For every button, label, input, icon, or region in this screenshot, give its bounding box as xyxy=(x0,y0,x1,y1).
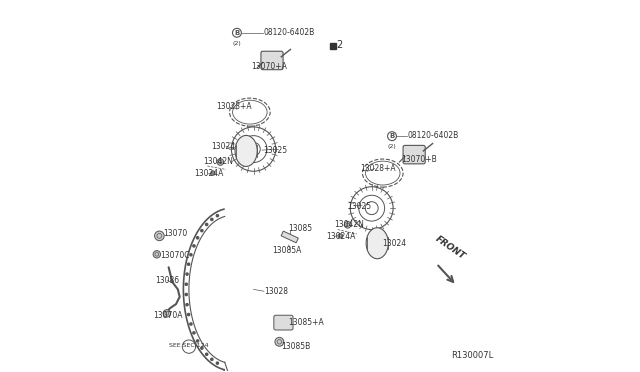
Text: SEE SEC.124: SEE SEC.124 xyxy=(168,343,208,348)
Circle shape xyxy=(155,231,164,241)
Circle shape xyxy=(153,251,161,258)
Text: 13070: 13070 xyxy=(163,230,188,238)
Circle shape xyxy=(193,245,195,247)
Text: 13070C: 13070C xyxy=(160,251,189,260)
Text: 13025: 13025 xyxy=(348,202,372,211)
Text: 13024A: 13024A xyxy=(195,169,224,177)
Circle shape xyxy=(186,304,188,306)
Circle shape xyxy=(196,340,198,342)
Text: 13025: 13025 xyxy=(263,147,287,155)
Circle shape xyxy=(211,358,213,360)
Circle shape xyxy=(163,310,170,317)
Text: 13085B: 13085B xyxy=(281,342,310,351)
Circle shape xyxy=(216,362,218,364)
Text: 13085: 13085 xyxy=(289,224,313,233)
FancyBboxPatch shape xyxy=(261,51,283,70)
Text: 08120-6402B: 08120-6402B xyxy=(408,131,459,140)
Text: B: B xyxy=(234,30,239,36)
Circle shape xyxy=(216,215,218,217)
Circle shape xyxy=(190,254,192,256)
FancyBboxPatch shape xyxy=(274,315,293,330)
Circle shape xyxy=(211,171,215,175)
Text: 13042N: 13042N xyxy=(334,220,364,229)
Circle shape xyxy=(344,221,351,228)
Text: 13070A: 13070A xyxy=(153,311,182,320)
Circle shape xyxy=(193,332,195,334)
Ellipse shape xyxy=(235,135,257,166)
Text: 2: 2 xyxy=(337,39,343,49)
Text: 13028: 13028 xyxy=(264,287,289,296)
Text: 13085+A: 13085+A xyxy=(289,318,324,327)
Text: 08120-6402B: 08120-6402B xyxy=(264,28,315,37)
Circle shape xyxy=(185,294,188,296)
Text: FRONT: FRONT xyxy=(434,235,467,262)
Text: 13028+A: 13028+A xyxy=(360,164,396,173)
Text: 13042N: 13042N xyxy=(204,157,234,166)
Ellipse shape xyxy=(366,228,388,259)
Text: 13024A: 13024A xyxy=(326,232,356,241)
Circle shape xyxy=(205,223,208,225)
Text: 13070+B: 13070+B xyxy=(401,155,437,164)
Text: 13086: 13086 xyxy=(156,276,180,285)
Polygon shape xyxy=(281,231,298,243)
Text: R130007L: R130007L xyxy=(451,350,493,359)
Text: 13028+A: 13028+A xyxy=(216,102,252,111)
FancyBboxPatch shape xyxy=(403,145,425,164)
Circle shape xyxy=(338,234,342,238)
Circle shape xyxy=(201,230,203,232)
Circle shape xyxy=(196,237,198,239)
Text: 13024: 13024 xyxy=(382,240,406,248)
Text: (2): (2) xyxy=(388,144,396,149)
Circle shape xyxy=(188,263,189,265)
Circle shape xyxy=(217,159,223,165)
Circle shape xyxy=(190,323,192,325)
Circle shape xyxy=(205,353,208,355)
Text: 13024: 13024 xyxy=(211,142,236,151)
Circle shape xyxy=(211,218,213,221)
Text: (2): (2) xyxy=(232,41,241,46)
Circle shape xyxy=(275,337,284,346)
Circle shape xyxy=(186,273,188,275)
Circle shape xyxy=(188,314,189,316)
Text: 13085A: 13085A xyxy=(272,246,301,255)
Circle shape xyxy=(201,347,203,349)
Text: B: B xyxy=(389,133,395,139)
Text: 13070+A: 13070+A xyxy=(252,61,287,71)
Circle shape xyxy=(185,283,188,285)
